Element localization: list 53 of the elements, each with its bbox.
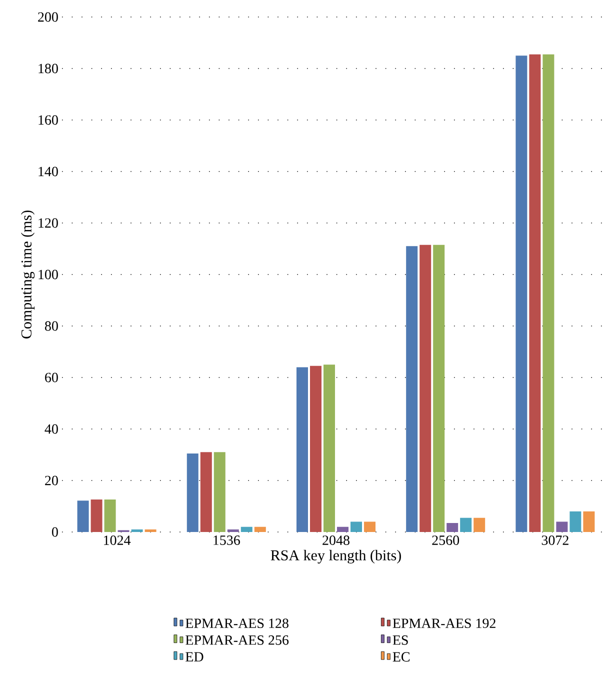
x-tick-label: 3072 — [542, 536, 568, 545]
bar — [90, 500, 102, 532]
bar — [227, 529, 239, 532]
legend-label: EPMAR-AES 256 — [186, 635, 289, 645]
bar — [323, 364, 335, 532]
bar — [516, 56, 528, 532]
bar — [296, 367, 308, 532]
y-axis-title: Computing time (ms) — [20, 210, 35, 338]
bar — [186, 453, 198, 532]
bar — [350, 522, 362, 532]
bar — [144, 529, 156, 532]
y-tick-label: 140 — [38, 166, 58, 176]
y-tick-label: 180 — [38, 64, 58, 74]
bar — [474, 518, 486, 532]
legend-label: EPMAR-AES 192 — [392, 618, 496, 628]
legend-label: EC — [392, 652, 410, 662]
bar — [420, 244, 432, 532]
bar — [542, 54, 554, 532]
y-tick-label: 20 — [45, 476, 58, 486]
x-tick-label: 2048 — [322, 536, 350, 545]
x-tick-label: 1536 — [214, 536, 240, 545]
bar — [364, 522, 376, 532]
bar — [570, 511, 582, 532]
x-tick-label: 1024 — [104, 536, 131, 545]
legend-label: ED — [186, 652, 204, 662]
legend-label: EPMAR-AES 128 — [186, 618, 288, 628]
bar — [446, 522, 458, 532]
y-tick-label: 120 — [38, 218, 58, 228]
bar — [310, 366, 322, 532]
bar — [200, 452, 212, 532]
bar — [583, 511, 595, 532]
bar — [529, 54, 541, 532]
bar — [240, 526, 252, 532]
bar — [77, 500, 89, 532]
y-tick-label: 80 — [44, 321, 58, 331]
bar — [214, 452, 226, 532]
bar — [131, 529, 143, 532]
x-axis-title: RSA key length (bits) — [270, 550, 401, 564]
y-tick-label: 60 — [45, 372, 58, 382]
bar — [336, 526, 348, 532]
y-tick-label: 0 — [52, 527, 58, 537]
y-tick-label: 160 — [38, 115, 58, 125]
y-tick-label: 40 — [44, 424, 58, 434]
bar — [556, 522, 568, 532]
legend-label: ES — [392, 635, 408, 645]
y-tick-label: 200 — [38, 12, 58, 22]
y-tick-label: 100 — [38, 270, 58, 280]
bar — [460, 518, 472, 532]
bar — [433, 244, 445, 532]
bar — [254, 526, 266, 532]
bar — [406, 246, 418, 532]
x-tick-label: 2560 — [432, 536, 460, 545]
bar — [104, 500, 116, 532]
